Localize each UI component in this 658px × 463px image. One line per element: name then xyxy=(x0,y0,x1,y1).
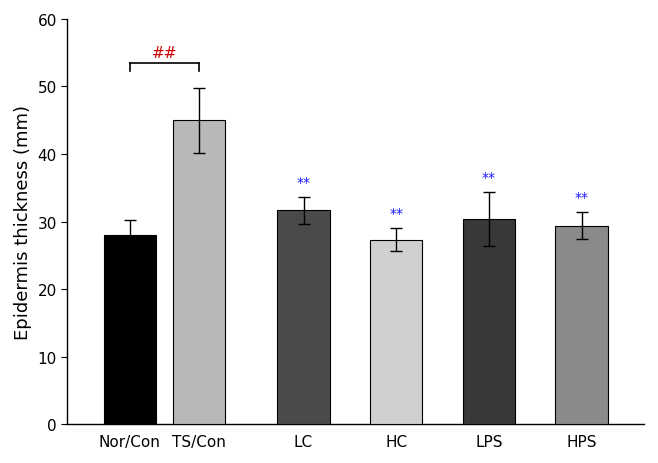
Bar xyxy=(278,211,330,425)
Bar xyxy=(370,240,422,425)
Bar xyxy=(104,236,156,425)
Bar xyxy=(463,219,515,425)
Text: **: ** xyxy=(297,175,311,189)
Bar xyxy=(173,121,225,425)
Bar xyxy=(555,226,607,425)
Text: **: ** xyxy=(390,207,403,221)
Text: ##: ## xyxy=(152,46,177,61)
Text: **: ** xyxy=(482,170,496,184)
Text: **: ** xyxy=(574,191,588,205)
Y-axis label: Epidermis thickness (mm): Epidermis thickness (mm) xyxy=(14,105,32,339)
